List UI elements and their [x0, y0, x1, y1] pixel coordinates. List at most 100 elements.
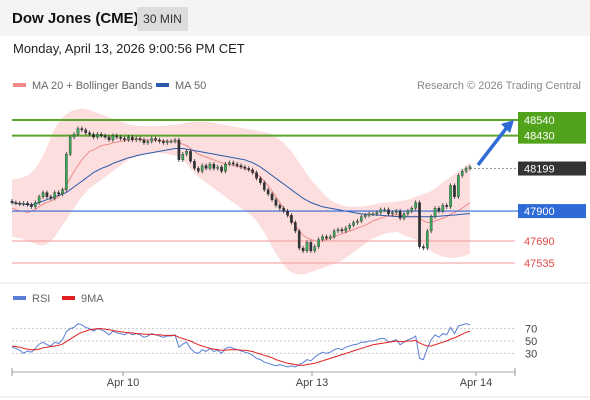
candle [45, 190, 49, 199]
candle [80, 126, 84, 133]
candle [344, 226, 348, 234]
legend-ma20: MA 20 + Bollinger Bands [13, 80, 153, 92]
candle [26, 201, 29, 207]
candle-down [107, 136, 111, 141]
candle [282, 206, 285, 214]
candle [138, 136, 142, 143]
candle-up [336, 229, 340, 232]
candle-up [406, 210, 410, 215]
rsi-9ma-line [11, 328, 471, 366]
legend-rsi-label: RSI [32, 293, 51, 305]
candle [367, 211, 371, 218]
rsi-tick-label: 50 [525, 336, 537, 348]
candle [181, 152, 185, 162]
candle-up [169, 141, 173, 143]
support-label: 47535 [524, 258, 555, 270]
candle [286, 208, 289, 218]
candle [53, 190, 56, 201]
candle-down [243, 166, 247, 169]
candle-down [325, 236, 328, 239]
candle-down [177, 139, 181, 160]
candle [197, 166, 200, 174]
candle-up [76, 128, 80, 135]
candle [270, 191, 274, 202]
candle-up [216, 166, 220, 169]
candle-up [363, 215, 367, 217]
candle [255, 170, 258, 181]
candle [332, 228, 336, 239]
candle-up [321, 236, 324, 240]
candle [422, 244, 425, 251]
candle-down [49, 196, 53, 199]
x-tick-label: Apr 13 [296, 377, 328, 389]
candle-down [231, 162, 235, 165]
candle [348, 223, 351, 231]
candle-down [453, 185, 456, 197]
candle-down [30, 204, 33, 207]
candle [189, 149, 192, 164]
candle [375, 210, 379, 217]
candle-down [103, 135, 107, 138]
candle-down [88, 132, 91, 135]
candle-up [41, 192, 45, 197]
candle [107, 134, 111, 143]
candle-up [61, 189, 64, 195]
candle [177, 137, 181, 162]
candle [33, 200, 37, 209]
candle-down [26, 203, 29, 205]
legend-9ma: 9MA [62, 293, 104, 305]
candle-down [119, 136, 122, 139]
candle-up [224, 163, 227, 172]
candle-up [65, 153, 68, 190]
candle [72, 132, 76, 140]
candle-up [305, 242, 309, 252]
candle [468, 164, 472, 171]
candle-down [297, 230, 301, 249]
candle [418, 200, 421, 249]
candle [150, 136, 154, 144]
candle [449, 183, 452, 209]
candle [336, 227, 340, 234]
candle [317, 237, 320, 249]
candle-down [290, 215, 293, 223]
candle [142, 137, 146, 145]
candle [115, 133, 119, 140]
candle [437, 206, 441, 214]
candle-up [360, 216, 363, 222]
candle [460, 169, 464, 178]
candle-up [460, 171, 464, 176]
candle-up [348, 225, 351, 229]
resistance-label: 48540 [524, 115, 555, 127]
candle-down [309, 242, 313, 252]
timestamp: Monday, April 13, 2026 9:00:56 PM CET [13, 41, 245, 56]
candle-down [115, 135, 119, 138]
candle-up [200, 165, 204, 172]
candle [235, 161, 239, 168]
candle [243, 164, 247, 171]
candle-up [53, 192, 56, 199]
candle [406, 208, 410, 217]
candle [204, 163, 208, 171]
candle-down [239, 165, 243, 168]
candle [398, 208, 402, 221]
candle [266, 187, 270, 197]
candle [14, 200, 18, 206]
candle [441, 203, 445, 214]
candle [88, 130, 91, 137]
candle-down [189, 151, 192, 162]
timeframe-badge[interactable]: 30 MIN [137, 7, 188, 31]
candle-up [464, 168, 468, 172]
candle-up [383, 209, 386, 211]
rsi-line [11, 323, 471, 368]
resistance-tag [518, 112, 586, 128]
candle-down [158, 139, 161, 142]
candle [363, 213, 367, 219]
candle [340, 227, 344, 234]
candle-up [150, 138, 154, 142]
copyright: Research © 2026 Trading Central [416, 80, 581, 92]
candle-down [131, 136, 134, 141]
candle-up [468, 166, 472, 169]
legend-ma50-label: MA 50 [175, 80, 207, 92]
candle-up [72, 134, 76, 138]
